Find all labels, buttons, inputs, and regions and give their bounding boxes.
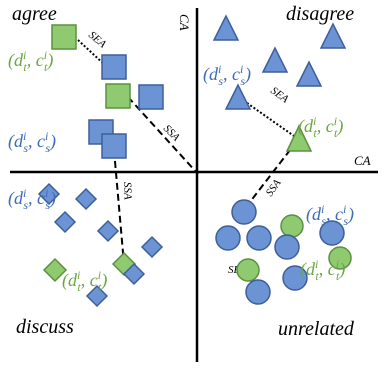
ssa-link-unrelated (242, 140, 298, 212)
target-diamond (42, 257, 68, 283)
ssa-link-agree (127, 96, 199, 175)
quadrant-label-discuss: discuss (16, 316, 74, 338)
target-tuple-label: (di t, ci t) (8, 48, 53, 74)
source-circle (231, 199, 257, 225)
source-tuple-label: (di s, ci s) (203, 62, 251, 88)
source-triangle (224, 83, 252, 110)
source-circle (245, 279, 271, 305)
source-square (101, 54, 127, 80)
source-tuple-text: (di s, ci s) (8, 129, 56, 155)
source-circle (274, 234, 300, 260)
source-diamond (96, 219, 120, 243)
target-tuple-label: (di t, ci t) (298, 114, 343, 140)
quadrant-label-agree: agree (12, 3, 57, 25)
target-tuple-text: (di t, ci t) (62, 268, 107, 294)
source-triangle (295, 60, 323, 87)
source-triangle (261, 46, 289, 73)
source-circle (215, 225, 241, 251)
source-tuple-text: (di s, ci s) (8, 186, 56, 212)
target-tuple-label: (di t, ci t) (62, 268, 107, 294)
source-square (101, 133, 127, 159)
source-diamond (74, 187, 98, 211)
ssa-label-discuss: SSA (121, 182, 134, 200)
target-tuple-text: (di t, ci t) (8, 48, 53, 74)
sea-label-disagree: SEA (268, 85, 291, 106)
source-tuple-label: (di s, ci s) (8, 129, 56, 155)
source-circle (319, 220, 345, 246)
source-diamond (140, 235, 164, 259)
source-square (138, 84, 164, 110)
sea-label-agree: SEA (86, 29, 108, 51)
source-triangle (212, 14, 240, 41)
source-diamond (53, 210, 77, 234)
source-tuple-label: (di s, ci s) (306, 202, 354, 228)
source-tuple-text: (di s, ci s) (306, 202, 354, 228)
vertical-axis-label: CA (177, 14, 192, 31)
target-tuple-text: (di t, ci t) (300, 257, 345, 283)
source-diamond (37, 182, 61, 206)
target-circle (280, 214, 304, 238)
target-square (51, 24, 77, 50)
target-circle (236, 258, 260, 282)
target-tuple-label: (di t, ci t) (300, 257, 345, 283)
target-tuple-text: (di t, ci t) (298, 114, 343, 140)
source-circle (246, 225, 272, 251)
source-diamond (122, 262, 146, 286)
sea-link-disagree (246, 102, 295, 137)
quadrant-label-unrelated: unrelated (278, 318, 355, 340)
horizontal-axis-label: CA (354, 153, 371, 168)
source-diamond (85, 284, 109, 308)
target-circle (328, 246, 352, 270)
ssa-link-discuss (113, 149, 125, 265)
source-circle (282, 265, 308, 291)
ssa-label-agree: SSA (161, 123, 182, 144)
source-triangle (319, 22, 347, 49)
source-tuple-label: (di s, ci s) (8, 186, 56, 212)
target-triangle (285, 124, 313, 152)
quadrant-label-disagree: disagree (286, 3, 354, 25)
target-square (105, 83, 131, 109)
source-tuple-text: (di s, ci s) (203, 62, 251, 88)
